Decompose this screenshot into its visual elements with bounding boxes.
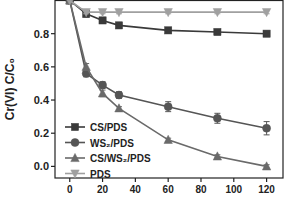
x-tick-label: 0 [67, 184, 73, 195]
data-point [98, 9, 106, 17]
data-point [262, 9, 270, 17]
x-tick-label: 80 [195, 184, 207, 195]
x-tick [200, 178, 201, 182]
error-cap [165, 111, 171, 112]
legend-label: PDS [90, 169, 111, 180]
data-point [115, 104, 123, 112]
x-tick [135, 178, 136, 182]
error-cap [264, 121, 270, 122]
y-tick-label: 0.6 [34, 61, 49, 73]
x-tick [233, 178, 234, 182]
x-tick [266, 178, 267, 182]
x-tick [168, 178, 169, 182]
data-point [115, 9, 123, 17]
y-tick-label: 0.4 [34, 94, 50, 106]
data-point [66, 1, 74, 6]
data-point [213, 152, 221, 160]
y-tick-label: 0.2 [34, 127, 49, 139]
error-cap [165, 101, 171, 102]
x-tick [69, 178, 70, 182]
error-bar [264, 122, 270, 135]
x-tick-label: 120 [258, 184, 275, 195]
series-line [70, 1, 267, 34]
data-point [164, 9, 172, 17]
x-tick-label: 40 [130, 184, 142, 195]
plot-marks [66, 1, 271, 170]
error-bar [100, 82, 106, 89]
error-bar [116, 92, 122, 99]
series-line [70, 1, 267, 167]
data-point [82, 62, 90, 70]
legend: CS/PDS WS₂/PDS CS/WS₂/PDS PDS [65, 122, 151, 180]
y-tick [51, 133, 55, 134]
data-point [213, 9, 221, 17]
y-tick-label: 0.8 [34, 28, 49, 40]
data-point [263, 124, 271, 132]
x-tick-label: 100 [225, 184, 242, 195]
error-bar [214, 113, 220, 123]
legend-label: CS/PDS [90, 122, 128, 133]
data-point [115, 22, 122, 29]
legend-marker [71, 170, 79, 178]
data-point [164, 103, 172, 111]
series-line [70, 1, 267, 129]
error-cap [214, 113, 220, 114]
data-point [214, 28, 221, 35]
y-tick [51, 33, 55, 34]
data-point [262, 162, 270, 170]
legend-label: WS₂/PDS [90, 138, 134, 149]
plot-frame [55, 1, 283, 179]
error-bar [165, 102, 171, 112]
data-point [99, 17, 106, 24]
data-point [98, 89, 106, 97]
y-tick [51, 99, 55, 100]
y-axis-label: Cr(VI) C/C₀ [3, 58, 17, 120]
data-point [263, 30, 270, 37]
chart: 0.0 0.2 0.4 0.6 0.8 0 20 40 60 80 100 120 Cr(VI) C/C… [0, 0, 300, 200]
legend-label: CS/WS₂/PDS [90, 153, 151, 164]
x-tick-label: 20 [97, 184, 109, 195]
data-point [165, 27, 172, 34]
y-tick-label: 0.0 [34, 160, 49, 172]
legend-marker [71, 123, 78, 130]
data-point [213, 114, 221, 122]
error-cap [214, 123, 220, 124]
x-tick-label: 60 [163, 184, 175, 195]
error-cap [264, 134, 270, 135]
y-tick [51, 166, 55, 167]
data-point [82, 9, 90, 17]
y-tick [51, 66, 55, 67]
legend-marker [71, 153, 79, 161]
data-point [164, 135, 172, 143]
data-point [115, 91, 123, 99]
legend-marker [71, 139, 79, 147]
